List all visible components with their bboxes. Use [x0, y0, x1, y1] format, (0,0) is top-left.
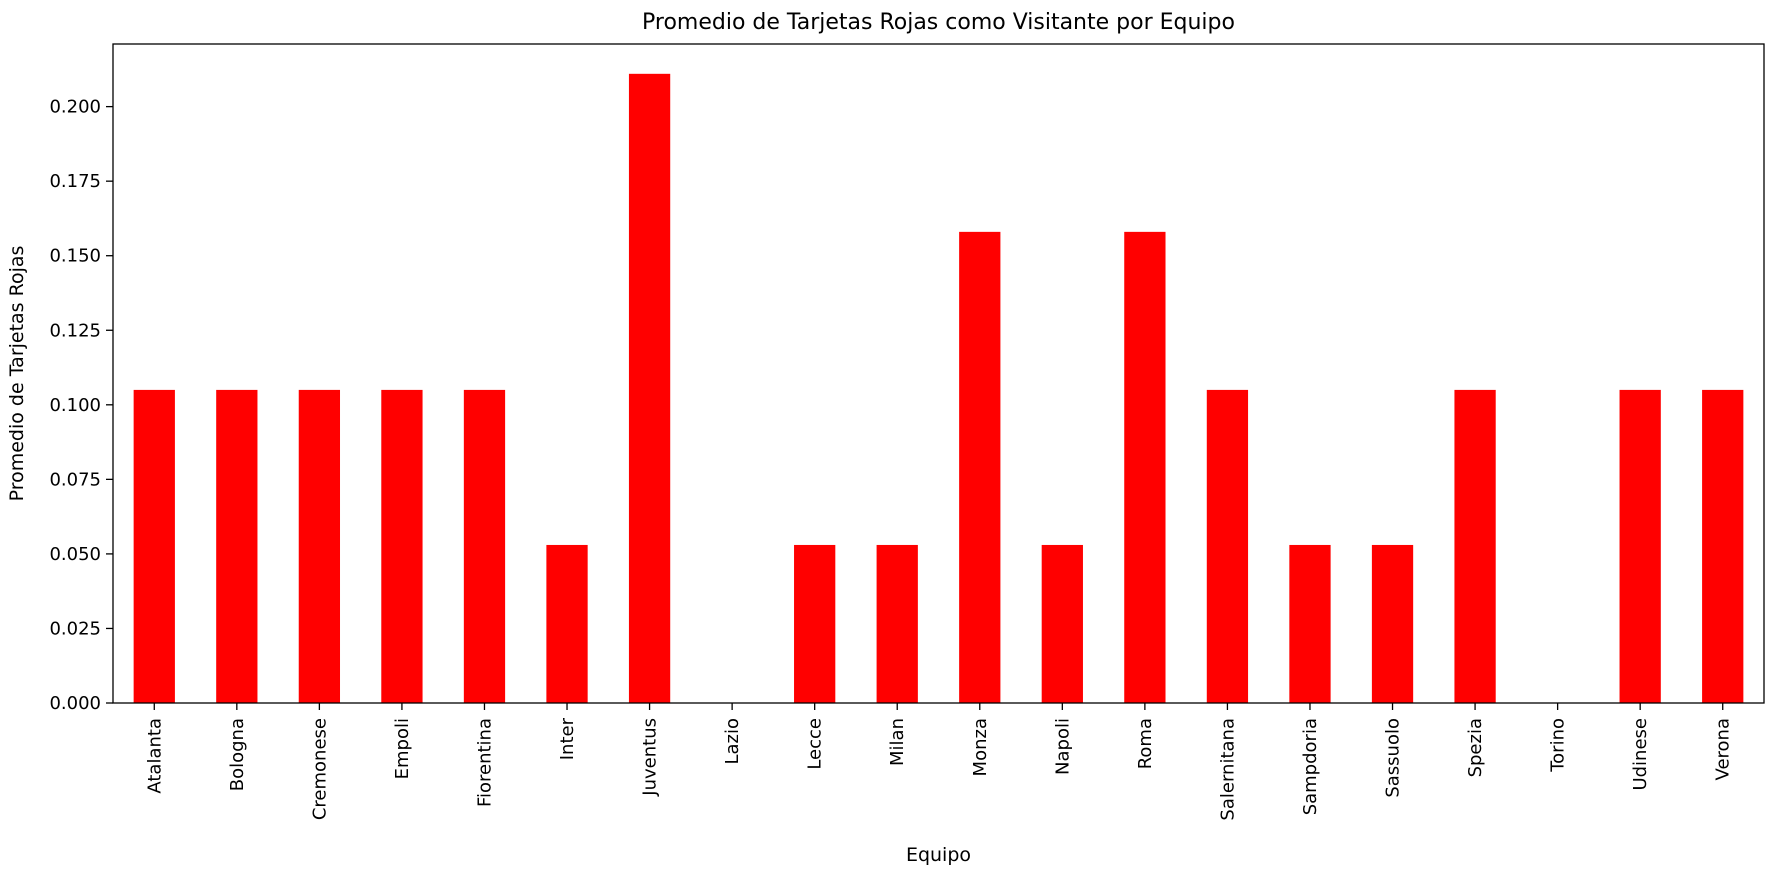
y-axis-label: Promedio de Tarjetas Rojas — [6, 246, 28, 502]
x-tick-label: Cremonese — [309, 718, 330, 820]
x-tick-label: Roma — [1135, 718, 1156, 769]
x-tick-label: Fiorentina — [474, 718, 495, 807]
bar-cremonese — [298, 389, 341, 703]
x-tick-label: Atalanta — [144, 718, 165, 794]
x-tick-label: Monza — [970, 718, 991, 776]
x-tick-label: Lazio — [722, 718, 743, 765]
x-axis: Atalanta Bologna Cremonese Empoli Fiorentina… — [144, 703, 1734, 821]
bar-spezia — [1454, 389, 1496, 703]
y-tick-label: 0.075 — [49, 469, 101, 490]
x-tick-label: Juventus — [640, 718, 661, 797]
x-tick-label: Udinese — [1630, 718, 1651, 791]
y-tick-label: 0.175 — [49, 171, 101, 192]
y-axis: 0.000 0.025 0.050 0.075 0.100 0.125 0.150 0.175… — [49, 97, 113, 714]
y-tick-label: 0.000 — [49, 693, 101, 714]
y-tick-label: 0.050 — [49, 544, 101, 565]
x-tick-label: Sampdoria — [1300, 718, 1321, 815]
x-tick-label: Inter — [557, 717, 578, 760]
bar-lecce — [794, 544, 836, 703]
x-tick-label: Napoli — [1052, 718, 1073, 775]
bar-fiorentina — [463, 389, 506, 703]
plot-frame — [112, 43, 1765, 704]
bar-udinese — [1619, 389, 1661, 703]
y-tick-label: 0.125 — [49, 320, 101, 341]
plot-area — [133, 73, 1744, 703]
bar-roma — [1124, 231, 1166, 703]
bar-monza — [959, 231, 1001, 703]
bar-sampdoria — [1289, 544, 1331, 703]
x-tick-label: Spezia — [1465, 718, 1486, 777]
chart-title: Promedio de Tarjetas Rojas como Visitant… — [642, 10, 1235, 35]
bar-atalanta — [133, 389, 175, 703]
bar-milan — [876, 544, 918, 703]
y-tick-label: 0.200 — [49, 97, 101, 118]
x-tick-label: Bologna — [227, 718, 248, 791]
y-tick-label: 0.150 — [49, 246, 101, 267]
y-tick-label: 0.025 — [49, 618, 101, 639]
x-tick-label: Torino — [1548, 718, 1569, 773]
y-tick-label: 0.100 — [49, 395, 101, 416]
bar-napoli — [1041, 544, 1083, 703]
x-tick-label: Verona — [1713, 718, 1734, 780]
bar-verona — [1702, 389, 1744, 703]
bar-bologna — [216, 389, 258, 703]
bar-inter — [546, 544, 588, 703]
x-axis-label: Equipo — [906, 844, 971, 866]
x-tick-label: Sassuolo — [1383, 718, 1404, 798]
bar-sassuolo — [1371, 544, 1414, 703]
x-tick-label: Salernitana — [1217, 718, 1238, 821]
x-tick-label: Empoli — [392, 718, 413, 779]
x-tick-label: Lecce — [805, 718, 826, 770]
x-tick-label: Milan — [887, 718, 908, 766]
bar-salernitana — [1206, 389, 1249, 703]
bar-juventus — [628, 73, 671, 703]
bar-empoli — [381, 389, 423, 703]
